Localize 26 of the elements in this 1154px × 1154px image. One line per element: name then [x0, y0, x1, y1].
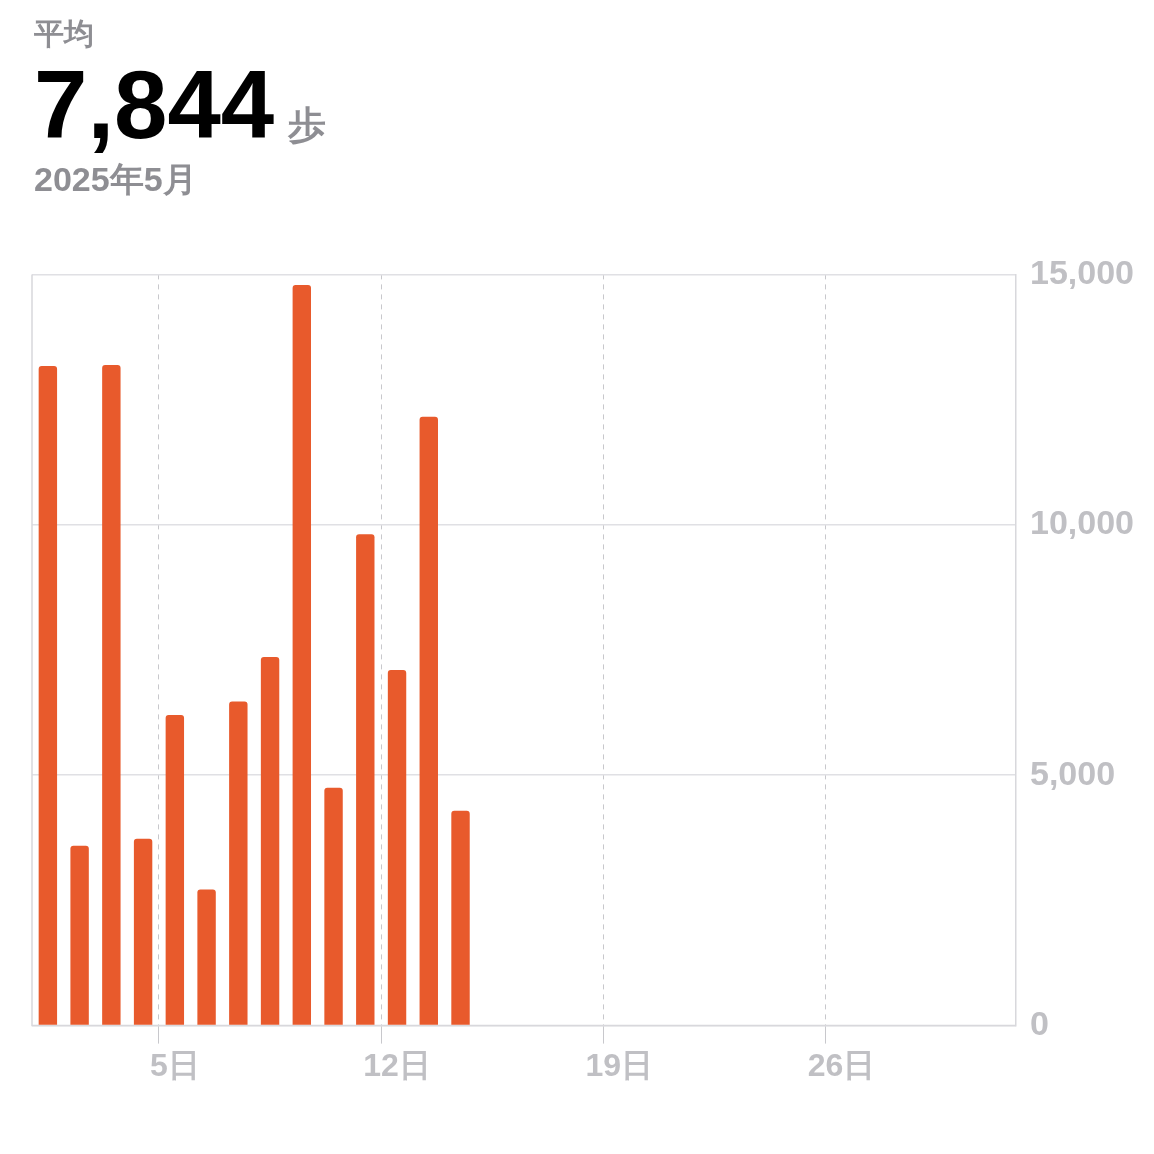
y-tick-label: 5,000 — [1030, 753, 1116, 792]
text: 平均 — [34, 17, 94, 50]
bar — [197, 889, 216, 1025]
x-tick-label: 12日 — [363, 1046, 431, 1083]
bar — [324, 787, 343, 1025]
chart-subtitle: 2025年5月 — [34, 159, 198, 200]
x-tick-label: 26日 — [807, 1046, 876, 1083]
x-tick-label: 5日 — [149, 1046, 200, 1083]
bar — [356, 534, 375, 1025]
bar — [38, 366, 58, 1025]
y-tick-label: 10,000 — [1030, 503, 1135, 542]
bar — [292, 284, 312, 1025]
y-tick-label: 15,000 — [1030, 252, 1135, 291]
bar — [419, 416, 438, 1025]
bar — [229, 701, 248, 1025]
bar — [70, 845, 89, 1025]
text: 歩 — [288, 104, 327, 146]
bar — [387, 670, 407, 1025]
bar — [165, 715, 185, 1025]
bar — [102, 365, 121, 1025]
bar — [133, 838, 153, 1025]
bar — [451, 810, 470, 1025]
x-tick-label: 19日 — [585, 1046, 654, 1083]
y-tick-label: 0 — [1030, 1003, 1049, 1042]
bar — [260, 657, 280, 1025]
chart-title: 7,844 — [34, 51, 275, 158]
